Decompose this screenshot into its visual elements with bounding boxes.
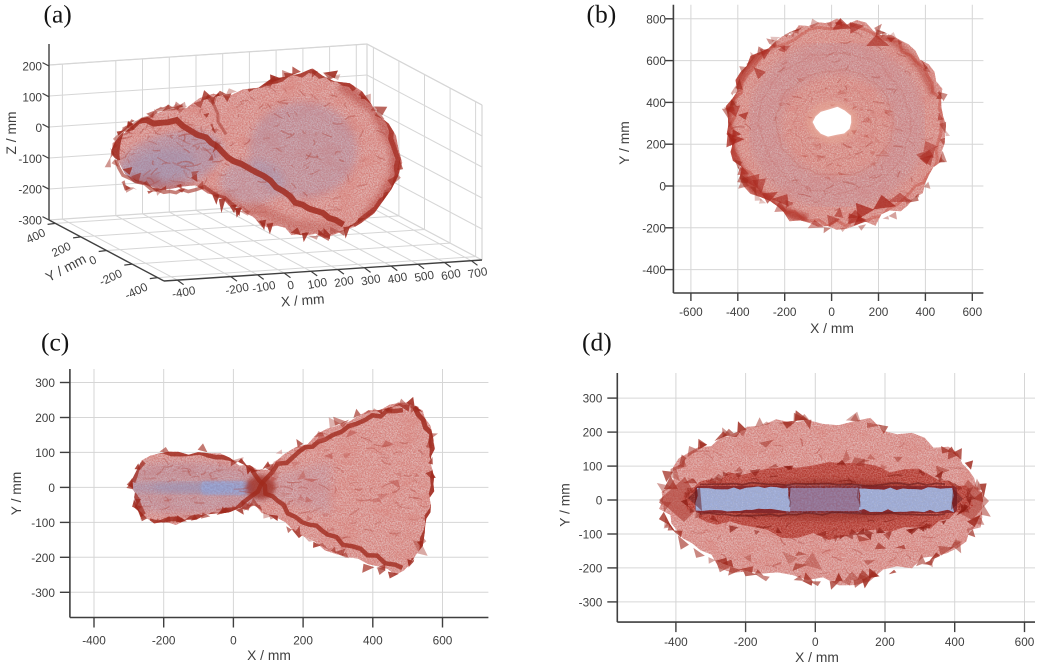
svg-text:-400: -400 <box>664 635 688 649</box>
svg-text:200: 200 <box>333 273 355 290</box>
svg-text:-300: -300 <box>579 595 603 609</box>
svg-text:-400: -400 <box>171 283 197 301</box>
svg-text:(c): (c) <box>41 328 69 357</box>
svg-text:-300: -300 <box>31 586 55 600</box>
svg-text:-100: -100 <box>31 516 55 530</box>
svg-text:600: 600 <box>433 634 453 648</box>
svg-text:600: 600 <box>646 54 666 68</box>
svg-text:X / mm: X / mm <box>247 648 291 663</box>
svg-text:-300: -300 <box>18 214 42 228</box>
svg-text:Y / mm: Y / mm <box>617 121 632 164</box>
svg-text:-100: -100 <box>18 152 42 166</box>
svg-text:600: 600 <box>962 305 982 319</box>
svg-text:0: 0 <box>828 305 835 319</box>
svg-text:-400: -400 <box>642 263 666 277</box>
svg-text:Y / mm: Y / mm <box>43 251 88 285</box>
svg-text:100: 100 <box>22 90 42 104</box>
svg-text:100: 100 <box>306 275 328 292</box>
svg-text:400: 400 <box>945 635 965 649</box>
svg-text:200: 200 <box>869 305 889 319</box>
svg-text:400: 400 <box>646 96 666 110</box>
svg-text:200: 200 <box>35 411 55 425</box>
svg-text:0: 0 <box>48 481 55 495</box>
svg-text:-200: -200 <box>31 551 55 565</box>
svg-text:-200: -200 <box>152 634 176 648</box>
svg-text:200: 200 <box>293 634 313 648</box>
svg-text:0: 0 <box>87 252 99 268</box>
svg-text:X / mm: X / mm <box>795 650 839 665</box>
svg-text:-200: -200 <box>642 221 666 235</box>
svg-text:100: 100 <box>583 460 603 474</box>
svg-text:100: 100 <box>35 446 55 460</box>
svg-text:600: 600 <box>440 266 462 283</box>
svg-text:-100: -100 <box>579 528 603 542</box>
svg-text:(a): (a) <box>44 0 72 29</box>
svg-text:400: 400 <box>386 269 408 286</box>
svg-text:0: 0 <box>35 121 42 135</box>
svg-text:Y / mm: Y / mm <box>9 472 24 515</box>
svg-text:-600: -600 <box>679 305 703 319</box>
svg-text:300: 300 <box>583 392 603 406</box>
svg-text:700: 700 <box>467 264 489 281</box>
svg-text:-100: -100 <box>251 278 277 296</box>
svg-text:500: 500 <box>413 268 435 285</box>
svg-text:0: 0 <box>286 278 295 293</box>
svg-text:-200: -200 <box>97 266 125 289</box>
svg-text:(b): (b) <box>587 0 617 29</box>
svg-text:300: 300 <box>35 376 55 390</box>
svg-text:-200: -200 <box>224 280 250 298</box>
svg-text:400: 400 <box>24 225 48 246</box>
svg-text:(d): (d) <box>582 328 612 357</box>
svg-text:-200: -200 <box>734 635 758 649</box>
svg-text:-400: -400 <box>82 634 106 648</box>
svg-text:Y / mm: Y / mm <box>558 483 573 526</box>
svg-text:400: 400 <box>363 634 383 648</box>
svg-text:-200: -200 <box>773 305 797 319</box>
svg-text:Z / mm: Z / mm <box>4 112 19 155</box>
svg-text:0: 0 <box>812 635 819 649</box>
svg-text:200: 200 <box>583 426 603 440</box>
svg-text:-200: -200 <box>579 561 603 575</box>
svg-text:400: 400 <box>916 305 936 319</box>
svg-text:600: 600 <box>1015 635 1035 649</box>
svg-text:300: 300 <box>360 271 382 288</box>
svg-text:0: 0 <box>596 494 603 508</box>
svg-text:-400: -400 <box>726 305 750 319</box>
svg-text:800: 800 <box>646 12 666 26</box>
svg-text:-200: -200 <box>18 183 42 197</box>
svg-text:X / mm: X / mm <box>810 321 854 336</box>
svg-text:200: 200 <box>875 635 895 649</box>
svg-text:-400: -400 <box>123 279 151 302</box>
svg-text:0: 0 <box>659 180 666 194</box>
svg-text:200: 200 <box>22 60 42 74</box>
svg-text:X / mm: X / mm <box>280 292 325 310</box>
svg-text:0: 0 <box>230 634 237 648</box>
svg-text:200: 200 <box>646 138 666 152</box>
